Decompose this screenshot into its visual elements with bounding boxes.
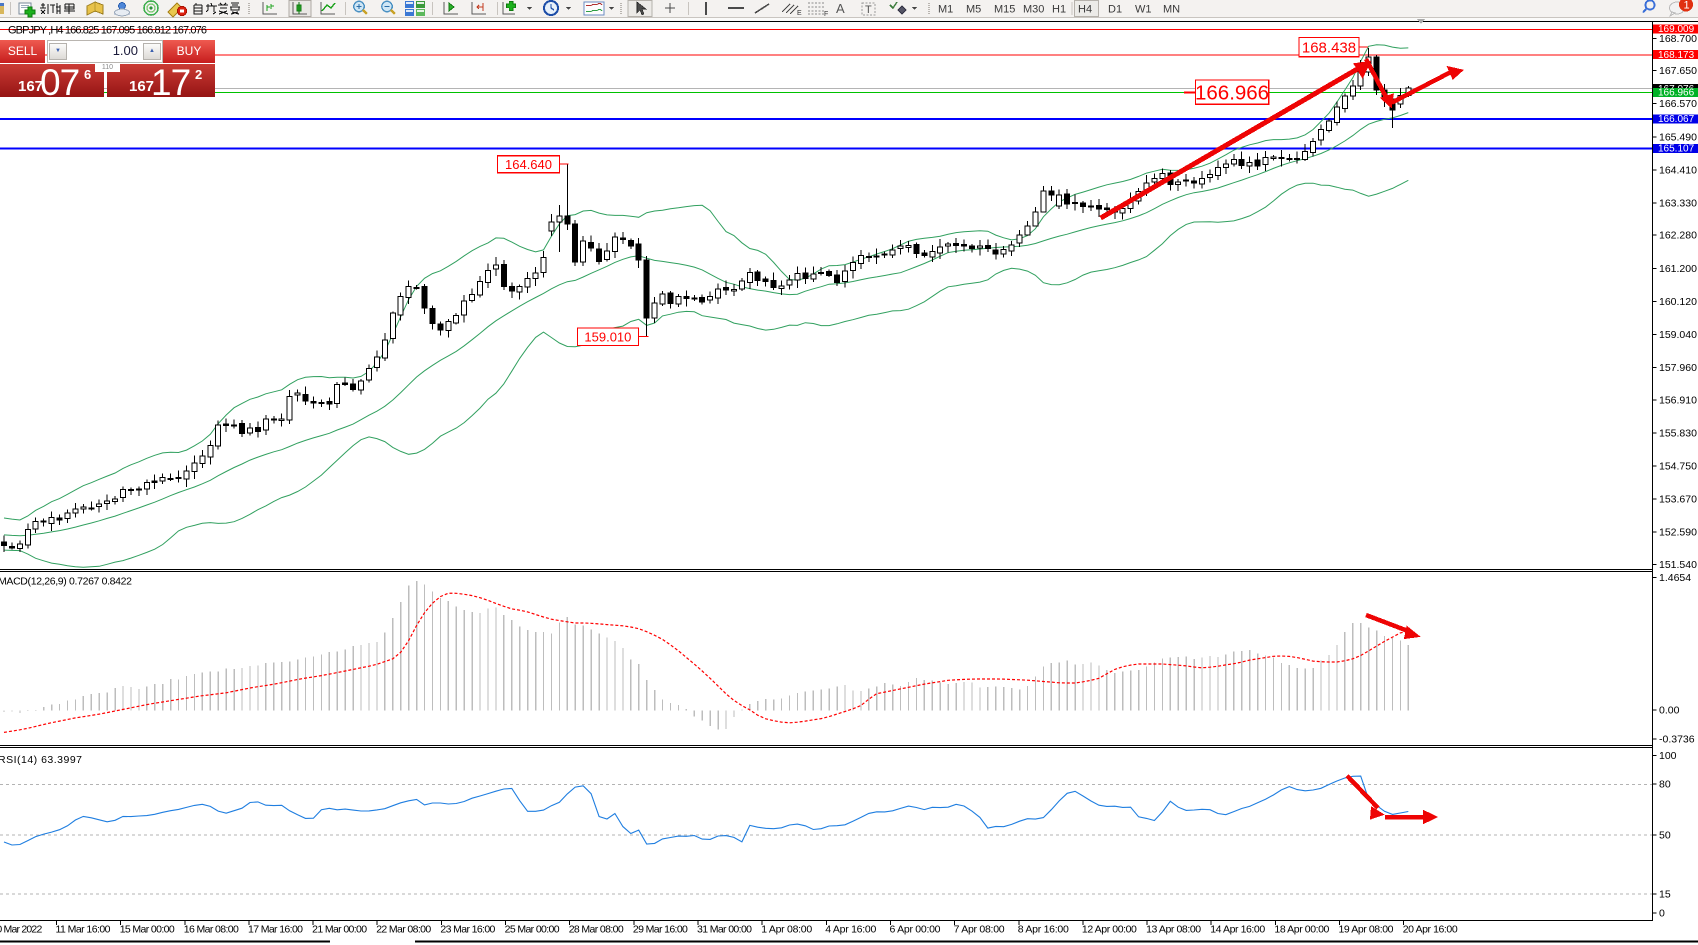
svg-text:RSI(14) 63.3997: RSI(14) 63.3997 bbox=[0, 754, 82, 766]
svg-text:17 Mar 16:00: 17 Mar 16:00 bbox=[248, 924, 303, 936]
svg-text:H1: H1 bbox=[1052, 4, 1066, 16]
svg-text:GBPJPY ,H4 166.825 167.095 16: GBPJPY ,H4 166.825 167.095 166.812 167.0… bbox=[8, 25, 207, 37]
svg-text:4 Apr 16:00: 4 Apr 16:00 bbox=[825, 924, 876, 936]
svg-text:166.966: 166.966 bbox=[1658, 88, 1695, 99]
svg-text:1 Apr 08:00: 1 Apr 08:00 bbox=[761, 924, 812, 936]
svg-text:159.010: 159.010 bbox=[584, 329, 631, 344]
svg-text:M15: M15 bbox=[994, 4, 1015, 16]
svg-text:19 Apr 08:00: 19 Apr 08:00 bbox=[1339, 924, 1394, 936]
svg-text:H4: H4 bbox=[1078, 4, 1092, 16]
svg-text:165.107: 165.107 bbox=[1658, 144, 1695, 155]
svg-text:1: 1 bbox=[1684, 0, 1690, 12]
svg-text:21 Mar 00:00: 21 Mar 00:00 bbox=[312, 924, 367, 936]
svg-text:MACD(12,26,9) 0.7267 0.8422: MACD(12,26,9) 0.7267 0.8422 bbox=[0, 576, 132, 588]
svg-text:F: F bbox=[824, 11, 828, 18]
svg-text:M5: M5 bbox=[966, 4, 981, 16]
svg-text:157.960: 157.960 bbox=[1659, 362, 1697, 374]
svg-text:M1: M1 bbox=[938, 4, 953, 16]
svg-text:22 Mar 08:00: 22 Mar 08:00 bbox=[376, 924, 431, 936]
svg-text:169.009: 169.009 bbox=[1658, 24, 1695, 35]
svg-text:15: 15 bbox=[1659, 888, 1671, 900]
svg-text:161.200: 161.200 bbox=[1659, 263, 1697, 275]
svg-text:T: T bbox=[865, 4, 872, 16]
svg-text:80: 80 bbox=[1659, 779, 1671, 791]
svg-text:12 Apr 00:00: 12 Apr 00:00 bbox=[1082, 924, 1137, 936]
svg-text:7 Apr 08:00: 7 Apr 08:00 bbox=[954, 924, 1005, 936]
svg-text:8 Apr 16:00: 8 Apr 16:00 bbox=[1018, 924, 1069, 936]
svg-text:A: A bbox=[836, 1, 845, 16]
svg-text:166.966: 166.966 bbox=[1195, 82, 1269, 105]
svg-text:168.700: 168.700 bbox=[1659, 33, 1697, 45]
svg-text:168.173: 168.173 bbox=[1658, 50, 1695, 61]
svg-text:166.067: 166.067 bbox=[1658, 114, 1695, 125]
svg-text:151.540: 151.540 bbox=[1659, 559, 1697, 571]
svg-text:0: 0 bbox=[1659, 908, 1665, 920]
svg-text:164.410: 164.410 bbox=[1659, 164, 1697, 176]
svg-text:166.570: 166.570 bbox=[1659, 98, 1697, 110]
svg-text:W1: W1 bbox=[1135, 4, 1152, 16]
svg-text:100: 100 bbox=[1659, 750, 1677, 762]
svg-text:-0.3736: -0.3736 bbox=[1659, 734, 1695, 746]
svg-text:D1: D1 bbox=[1108, 4, 1122, 16]
svg-text:M30: M30 bbox=[1023, 4, 1044, 16]
svg-text:31 Mar 00:00: 31 Mar 00:00 bbox=[697, 924, 752, 936]
svg-text:167.650: 167.650 bbox=[1659, 65, 1697, 77]
svg-text:18 Apr 00:00: 18 Apr 00:00 bbox=[1274, 924, 1329, 936]
svg-text:152.590: 152.590 bbox=[1659, 527, 1697, 539]
svg-text:154.750: 154.750 bbox=[1659, 461, 1697, 473]
svg-text:14 Apr 16:00: 14 Apr 16:00 bbox=[1210, 924, 1265, 936]
svg-text:156.910: 156.910 bbox=[1659, 394, 1697, 406]
svg-text:159.040: 159.040 bbox=[1659, 329, 1697, 341]
svg-text:25 Mar 00:00: 25 Mar 00:00 bbox=[505, 924, 560, 936]
svg-text:MN: MN bbox=[1163, 4, 1180, 16]
svg-text:23 Mar 16:00: 23 Mar 16:00 bbox=[440, 924, 495, 936]
svg-text:29 Mar 16:00: 29 Mar 16:00 bbox=[633, 924, 688, 936]
svg-text:163.330: 163.330 bbox=[1659, 198, 1697, 210]
svg-text:15 Mar 00:00: 15 Mar 00:00 bbox=[120, 924, 175, 936]
svg-text:11 Mar 16:00: 11 Mar 16:00 bbox=[56, 924, 111, 936]
svg-text:1.4654: 1.4654 bbox=[1659, 572, 1691, 584]
svg-text:6 Apr 00:00: 6 Apr 00:00 bbox=[890, 924, 941, 936]
svg-text:50: 50 bbox=[1659, 829, 1671, 841]
svg-text:28 Mar 08:00: 28 Mar 08:00 bbox=[569, 924, 624, 936]
svg-text:160.120: 160.120 bbox=[1659, 296, 1697, 308]
svg-text:0.00: 0.00 bbox=[1659, 705, 1680, 717]
svg-text:13 Apr 08:00: 13 Apr 08:00 bbox=[1146, 924, 1201, 936]
svg-text:168.438: 168.438 bbox=[1302, 40, 1356, 57]
svg-text:165.490: 165.490 bbox=[1659, 131, 1697, 143]
svg-text:20 Apr 16:00: 20 Apr 16:00 bbox=[1403, 924, 1458, 936]
svg-text:164.640: 164.640 bbox=[505, 157, 552, 172]
svg-text:10 Mar 2022: 10 Mar 2022 bbox=[0, 924, 42, 936]
svg-text:16 Mar 08:00: 16 Mar 08:00 bbox=[184, 924, 239, 936]
svg-text:153.670: 153.670 bbox=[1659, 494, 1697, 506]
svg-text:E: E bbox=[797, 10, 802, 17]
svg-text:155.830: 155.830 bbox=[1659, 427, 1697, 439]
svg-text:162.280: 162.280 bbox=[1659, 230, 1697, 242]
